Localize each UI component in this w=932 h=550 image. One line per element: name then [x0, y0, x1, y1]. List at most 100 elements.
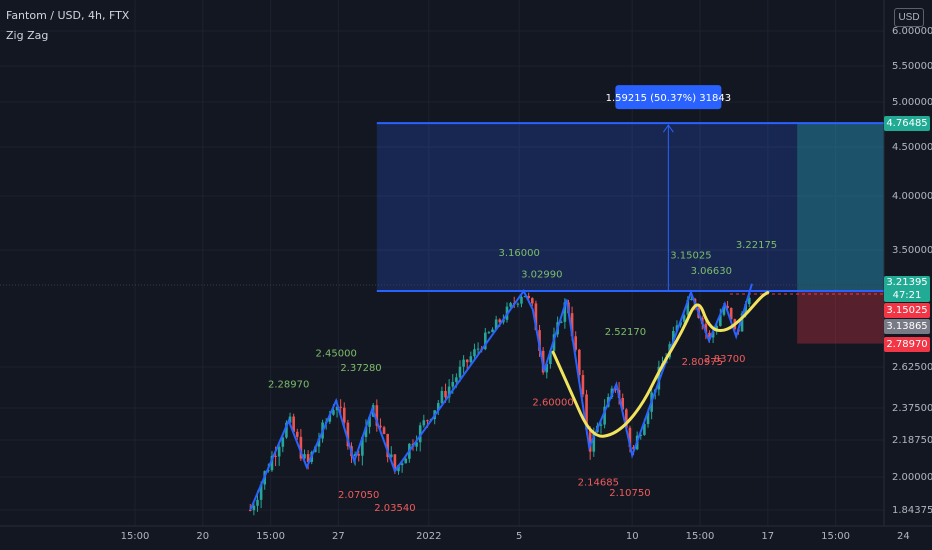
candle-body: [603, 406, 606, 425]
symbol-title[interactable]: Fantom / USD, 4h, FTX: [6, 9, 130, 22]
pivot-label: 2.83700: [704, 354, 745, 365]
candle-body: [259, 484, 263, 500]
candle-body: [484, 332, 487, 350]
price-tag-value: 3.13865: [886, 321, 928, 333]
time-tick-label: 27: [332, 531, 345, 542]
candle-body: [422, 420, 426, 426]
price-tag-value: 4.76485: [886, 118, 928, 130]
candle-body: [747, 297, 751, 305]
candle-body: [473, 349, 476, 357]
pivot-label: 3.02990: [521, 270, 562, 281]
candle-body: [303, 454, 306, 459]
candle-body: [574, 336, 577, 350]
candle-body: [628, 427, 632, 448]
candle-body: [393, 454, 397, 472]
pivot-label: 2.60000: [532, 398, 573, 409]
candle-body: [690, 298, 693, 300]
price-tag: 3.15025: [884, 303, 930, 319]
candle-body: [400, 463, 404, 466]
candle-body: [632, 447, 635, 450]
candle-body: [458, 366, 462, 378]
price-tag-value: 3.21395: [886, 277, 928, 289]
candle-body: [415, 442, 418, 447]
candle-body: [386, 433, 389, 458]
candle-body: [368, 416, 371, 427]
price-tick-label: 4.00000: [892, 191, 932, 202]
price-tick-label: 3.50000: [892, 245, 932, 256]
candle-body: [357, 454, 361, 456]
pivot-label: 2.28970: [268, 380, 309, 391]
candle-body: [252, 505, 256, 511]
candle-body: [559, 321, 563, 323]
candle-body: [469, 356, 473, 363]
candle-body: [436, 403, 440, 411]
candle-body: [722, 305, 726, 315]
candle-body: [686, 299, 690, 316]
candle-body: [440, 390, 444, 404]
candle-body: [295, 431, 299, 437]
price-tick-label: 2.37500: [892, 403, 932, 414]
candle-body: [599, 424, 603, 426]
candle-body: [382, 427, 386, 434]
candle-body: [332, 410, 335, 415]
candle-body: [509, 303, 512, 307]
candle-body: [281, 437, 285, 447]
pivot-label: 3.06630: [691, 266, 732, 277]
measure-arrow-head: [662, 124, 674, 133]
position-profit-zone: [797, 123, 895, 291]
candle-body: [274, 455, 277, 457]
price-tag: 3.13865: [884, 319, 930, 335]
price-tag-value: 3.15025: [886, 305, 928, 317]
candle-body: [462, 359, 465, 367]
candle-body: [549, 350, 552, 365]
candle-body: [581, 375, 585, 395]
candle-body: [672, 331, 675, 345]
pivot-label: 3.15025: [670, 250, 711, 261]
candle-body: [328, 414, 332, 422]
candle-body: [270, 455, 274, 471]
indicator-label[interactable]: Zig Zag: [6, 29, 49, 42]
candle-body: [711, 331, 715, 338]
candle-body: [682, 315, 686, 322]
pivot-label: 2.80975: [682, 357, 723, 368]
candle-body: [531, 298, 534, 304]
candle-body: [364, 426, 368, 437]
zigzag-line: [249, 283, 753, 511]
candle-body: [744, 304, 747, 314]
candle-body: [465, 359, 469, 363]
time-axis-labels: 15:002015:0027202251015:001715:002415:00…: [121, 531, 910, 542]
time-tick-label: 2022: [416, 531, 441, 542]
candle-body: [588, 429, 592, 452]
candle-body: [277, 446, 281, 457]
time-tick-label: 15:00: [256, 531, 285, 542]
price-tick-label: 1.84375: [892, 505, 932, 516]
candle-body: [578, 349, 581, 376]
candle-body: [516, 303, 520, 305]
time-tick-label: 15:00: [121, 531, 150, 542]
pivot-label: 2.45000: [315, 348, 356, 359]
candle-body: [563, 302, 567, 322]
price-tick-label: 2.00000: [892, 472, 932, 483]
candle-body: [729, 308, 733, 320]
position-loss-zone: [797, 291, 895, 344]
candle-body: [494, 319, 498, 330]
price-axis-bg: [884, 0, 932, 550]
candle-body: [740, 313, 744, 332]
price-tick-label: 5.50000: [892, 61, 932, 72]
price-tag: 2.78970: [884, 336, 930, 352]
pivot-label: 2.14685: [578, 477, 619, 488]
currency-button[interactable]: USD: [894, 8, 924, 27]
pattern-curve: [551, 290, 770, 438]
price-tag-value: 2.78970: [886, 338, 928, 350]
pivot-labels: 2.289702.450002.372801.971902.070502.035…: [268, 240, 777, 550]
measure-range: [376, 123, 893, 291]
candle-body: [527, 295, 530, 299]
candle-body: [292, 416, 295, 432]
candle-body: [361, 436, 364, 456]
candle-body: [538, 330, 541, 351]
candle-body: [353, 454, 357, 457]
candle-body: [708, 332, 711, 338]
bar-countdown: 47:21: [892, 290, 922, 302]
